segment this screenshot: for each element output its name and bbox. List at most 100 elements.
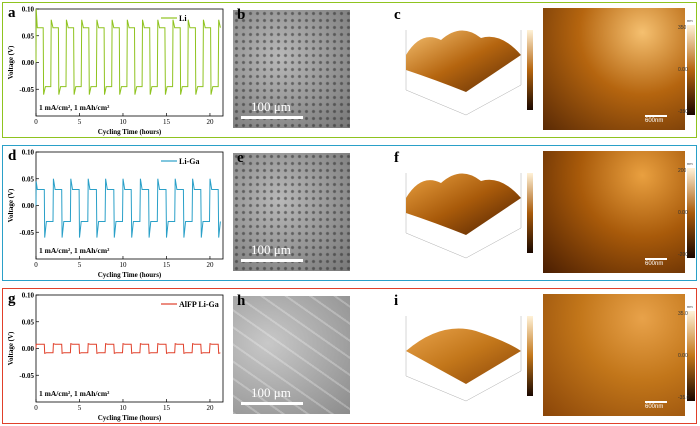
afm-height-map: 600nm	[543, 8, 685, 130]
x-axis-label: Cycling Time (hours)	[98, 414, 162, 422]
sem-scale-label: 100 μm	[251, 385, 291, 400]
x-tick-label: 10	[119, 404, 127, 412]
afm-3d-mesh	[406, 30, 521, 92]
afm-height-colorbar	[687, 311, 695, 401]
afm-3d-colorbar	[527, 30, 533, 110]
y-tick-label: 0.10	[22, 6, 35, 14]
legend-label: AlFP Li-Ga	[179, 300, 219, 309]
voltage-chart: 0 5 10 15 20 -0.05 0.00 0.05 0.10 Cycling Time (h…	[7, 6, 224, 136]
sem-scale-bar	[241, 116, 303, 119]
sem-image: 100 μm	[233, 10, 350, 128]
afm-3d-surface	[405, 30, 533, 116]
afm-3d-colorbar	[527, 173, 533, 253]
panel-letter-sem: e	[237, 150, 244, 166]
y-tick-label: -0.05	[19, 86, 34, 94]
x-tick-label: 10	[119, 118, 127, 126]
y-tick-label: 0.00	[22, 345, 35, 353]
condition-annotation: 1 mA/cm², 1 mAh/cm²	[39, 389, 110, 398]
figure-row: 0 5 10 15 20 -0.05 0.00 0.05 0.10 Cycling Time (h…	[2, 145, 697, 281]
condition-annotation: 1 mA/cm², 1 mAh/cm²	[39, 103, 110, 112]
afm-colorbar-tick: -35.0	[678, 395, 690, 401]
x-tick-label: 5	[78, 261, 82, 269]
afm-3d-surface	[405, 316, 533, 402]
afm-3d-colorbar	[527, 316, 533, 396]
panel-letter-chart: g	[8, 291, 16, 307]
y-tick-label: -0.05	[19, 229, 34, 237]
x-axis-label: Cycling Time (hours)	[98, 128, 162, 136]
panel-letter-chart: d	[8, 148, 17, 164]
legend-label: Li	[179, 14, 187, 23]
afm-colorbar-unit: nm	[687, 18, 693, 23]
afm-scale-label: 600nm	[645, 261, 664, 267]
y-axis-label: Voltage (V)	[7, 188, 15, 222]
panel-letter-chart: a	[8, 5, 16, 21]
afm-scale-bar	[645, 401, 667, 403]
afm-colorbar-unit: nm	[687, 304, 693, 309]
afm-height-map: 600nm	[543, 294, 685, 416]
x-tick-label: 0	[34, 404, 38, 412]
plot-frame	[35, 294, 224, 403]
afm-scale-label: 600nm	[645, 118, 664, 124]
y-tick-label: 0.10	[22, 149, 35, 157]
condition-annotation: 1 mA/cm², 1 mAh/cm²	[39, 246, 110, 255]
voltage-series-line	[35, 343, 221, 354]
y-tick-label: -0.05	[19, 372, 34, 380]
y-tick-label: 0.00	[22, 202, 35, 210]
y-tick-label: 0.05	[22, 318, 35, 326]
y-axis-label: Voltage (V)	[7, 331, 15, 365]
plot-frame	[35, 151, 224, 260]
afm-colorbar-tick: 350	[678, 25, 687, 31]
voltage-chart: 0 5 10 15 20 -0.05 0.00 0.05 0.10 Cycling Time (h…	[7, 292, 224, 422]
panel-letter-afm: i	[394, 293, 399, 309]
voltage-chart: 0 5 10 15 20 -0.05 0.00 0.05 0.10 Cycling Time (h…	[7, 149, 224, 279]
sem-scale-label: 100 μm	[251, 99, 291, 114]
y-tick-label: 0.00	[22, 59, 35, 67]
afm-height-colorbar	[687, 168, 695, 258]
legend-label: Li-Ga	[179, 157, 199, 166]
x-tick-label: 20	[206, 404, 214, 412]
voltage-series-line	[35, 178, 221, 238]
x-tick-label: 15	[163, 261, 171, 269]
afm-height-colorbar	[687, 25, 695, 115]
afm-colorbar-tick: 35.0	[678, 311, 688, 317]
x-tick-label: 20	[206, 118, 214, 126]
figure-row: 0 5 10 15 20 -0.05 0.00 0.05 0.10 Cycling Time (h…	[2, 288, 697, 424]
voltage-series-line	[35, 8, 221, 95]
x-tick-label: 20	[206, 261, 214, 269]
afm-colorbar-tick: 200	[678, 168, 687, 174]
afm-colorbar-tick: 0.00	[678, 67, 688, 73]
figure-row: 0 5 10 15 20 -0.05 0.00 0.05 0.10 Cycling Time (h…	[2, 2, 697, 138]
afm-colorbar-tick: -200	[678, 252, 689, 258]
afm-colorbar-tick: 0.00	[678, 210, 688, 216]
y-tick-label: 0.05	[22, 175, 35, 183]
afm-3d-mesh	[406, 173, 521, 235]
x-axis-label: Cycling Time (hours)	[98, 271, 162, 279]
afm-scale-label: 600nm	[645, 404, 664, 410]
afm-colorbar-unit: nm	[687, 161, 693, 166]
sem-scale-bar	[241, 402, 303, 405]
x-tick-label: 0	[34, 118, 38, 126]
x-tick-label: 15	[163, 404, 171, 412]
y-axis-label: Voltage (V)	[7, 45, 15, 79]
x-tick-label: 10	[119, 261, 127, 269]
afm-scale-bar	[645, 258, 667, 260]
panel-letter-sem: b	[237, 7, 246, 23]
x-tick-label: 5	[78, 404, 82, 412]
panel-letter-afm: f	[394, 150, 399, 166]
x-tick-label: 5	[78, 118, 82, 126]
y-tick-label: 0.10	[22, 292, 35, 300]
afm-height-map: 600nm	[543, 151, 685, 273]
panel-letter-sem: h	[237, 293, 246, 309]
afm-colorbar-tick: 0.00	[678, 353, 688, 359]
afm-scale-bar	[645, 115, 667, 117]
afm-3d-surface	[405, 173, 533, 259]
sem-image: 100 μm	[233, 153, 350, 271]
y-tick-label: 0.05	[22, 32, 35, 40]
plot-frame	[35, 8, 224, 117]
afm-3d-axes	[405, 316, 522, 402]
x-tick-label: 0	[34, 261, 38, 269]
x-tick-label: 15	[163, 118, 171, 126]
afm-colorbar-tick: -350	[678, 109, 689, 115]
sem-image: 100 μm	[233, 296, 350, 414]
sem-scale-label: 100 μm	[251, 242, 291, 257]
